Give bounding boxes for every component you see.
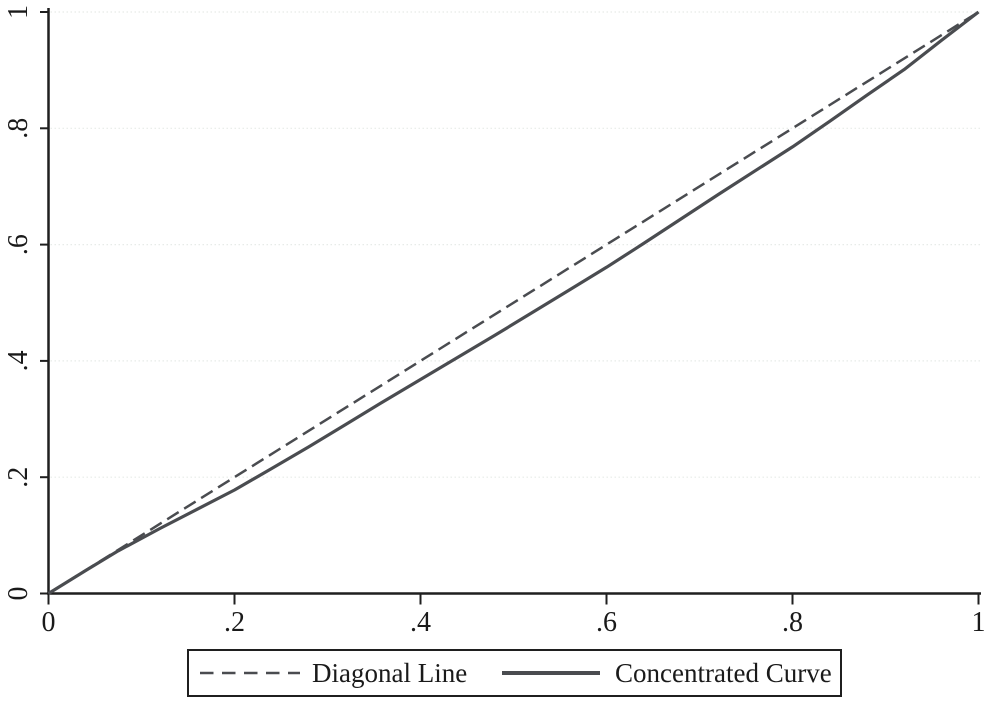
y-tick-label: .2 [3, 467, 34, 488]
gridlines [50, 11, 982, 478]
axis-ticks: 0 .2 .4 .6 .8 1 0 .2 .4 .6 .8 1 [3, 5, 986, 638]
legend-label-diagonal-line: Diagonal Line [312, 658, 467, 688]
y-tick-label: 1 [3, 5, 34, 19]
x-tick-label: 1 [972, 607, 986, 638]
legend-label-concentrated-curve: Concentrated Curve [615, 658, 832, 688]
plot-series [47, 10, 980, 595]
diagonal-line-line [47, 10, 980, 595]
y-tick-label: 0 [3, 587, 34, 601]
y-tick-label: .8 [3, 118, 34, 139]
x-tick-label: .6 [596, 607, 617, 638]
y-tick-label: .4 [3, 350, 34, 371]
concentrated-curve-line [47, 10, 980, 595]
x-tick-label: .4 [410, 607, 431, 638]
x-tick-label: 0 [42, 607, 56, 638]
x-tick-label: .8 [782, 607, 803, 638]
axes [47, 8, 981, 595]
x-tick-label: .2 [224, 607, 245, 638]
legend: Diagonal Line Concentrated Curve [187, 649, 842, 697]
y-tick-label: .6 [3, 234, 34, 255]
